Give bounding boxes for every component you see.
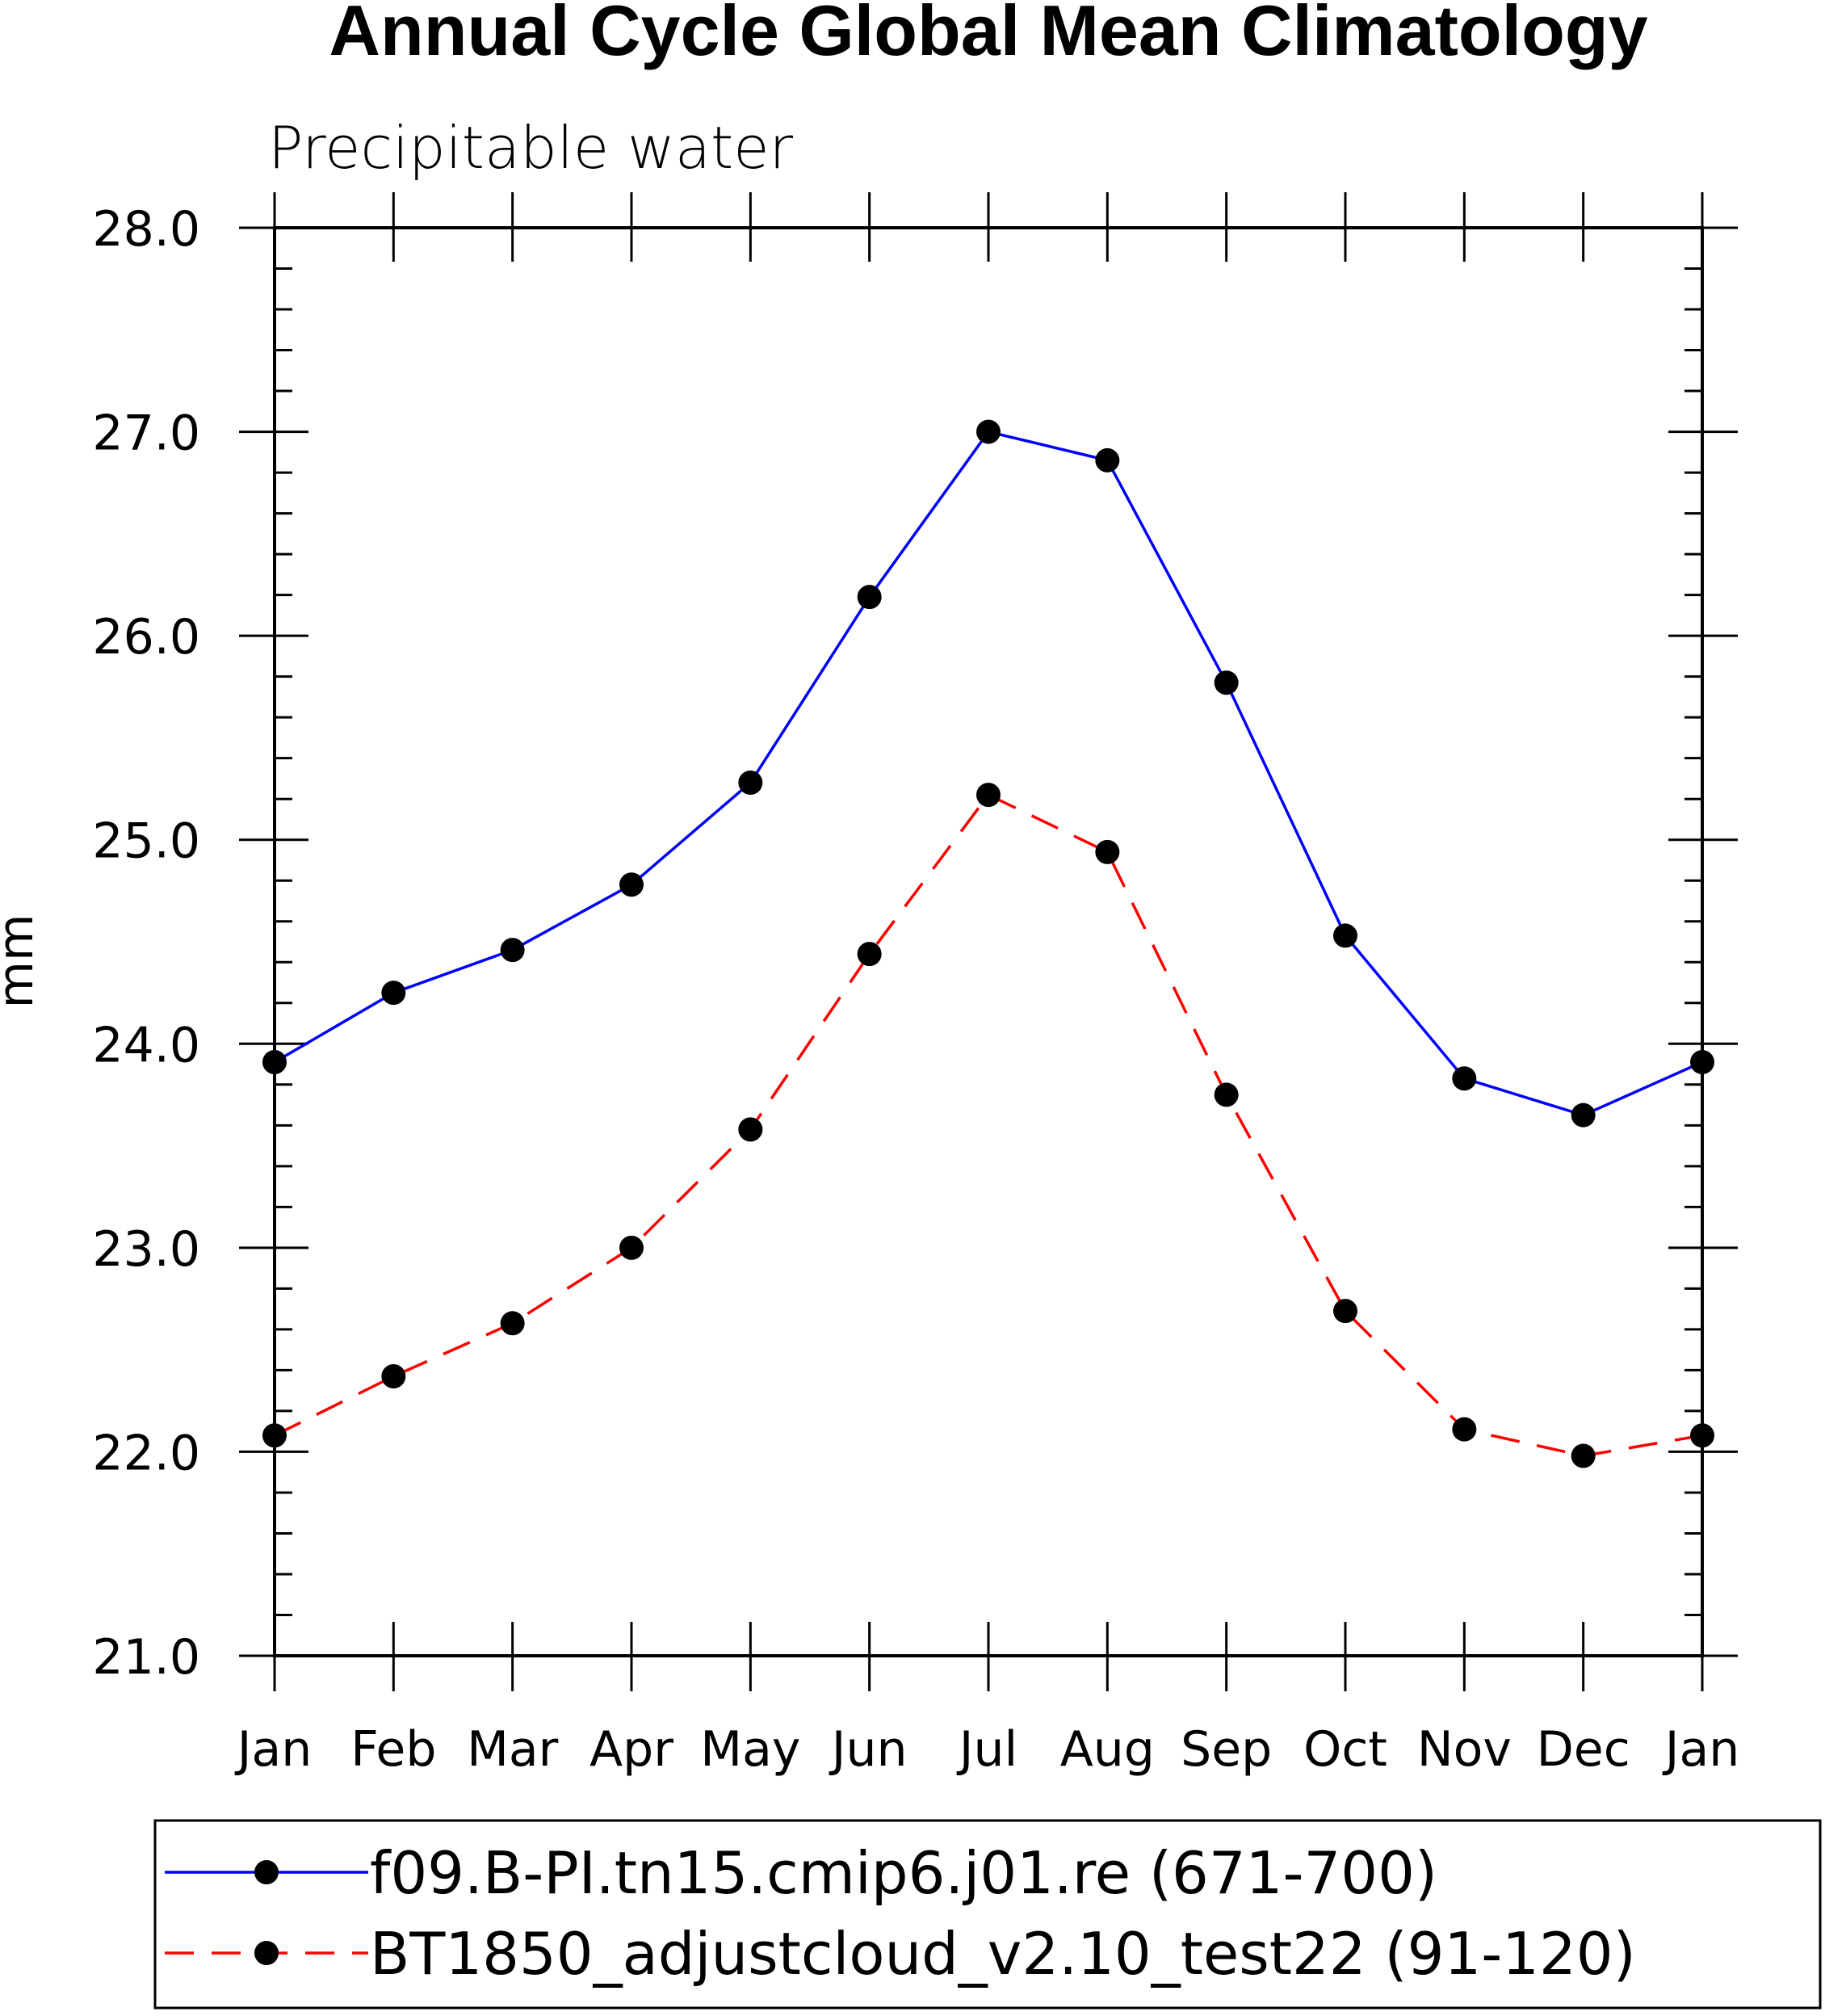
data-point [857, 942, 882, 967]
plot-frame [273, 226, 1704, 1657]
data-point [1333, 1299, 1357, 1324]
x-tick-label: Jun [829, 1721, 908, 1778]
series-line [274, 430, 1703, 1117]
data-point [1095, 447, 1120, 472]
legend: f09.B-PI.tn15.cmip6.j01.re (671-700) BT18… [165, 1839, 1636, 1988]
data-point [1452, 1417, 1477, 1442]
legend-label: f09.B-PI.tn15.cmip6.j01.re (671-700) [370, 1839, 1437, 1907]
x-tick-labels: Jan Feb Mar Apr May Jun Jul Aug Sep Oct Nov Dec Jan [234, 1721, 1740, 1778]
data-point [1452, 1066, 1477, 1091]
x-tick-label: Apr [589, 1721, 673, 1778]
legend-marker [254, 1941, 279, 1965]
data-point [976, 419, 1001, 444]
x-tick-label: Sep [1181, 1721, 1272, 1778]
x-tick-label: Feb [350, 1721, 436, 1778]
x-tick-label: Jan [234, 1721, 313, 1778]
data-point [1571, 1443, 1596, 1468]
chart-title: Annual Cycle Global Mean Climatology [329, 0, 1647, 70]
y-tick-label: 23.0 [92, 1221, 200, 1278]
series-line [274, 792, 1703, 1458]
data-point [738, 770, 763, 795]
legend-label: BT1850_adjustcloud_v2.10_test22 (91-120) [370, 1920, 1636, 1988]
x-tick-label: Aug [1060, 1721, 1155, 1778]
data-point [262, 1423, 287, 1448]
chart-subtitle: Precipitable water [268, 114, 794, 182]
x-tick-label: Jul [956, 1721, 1017, 1778]
data-point [381, 1363, 406, 1388]
data-point [1214, 1082, 1239, 1107]
x-tick-label: Nov [1417, 1721, 1512, 1778]
x-tick-label: Oct [1303, 1721, 1387, 1778]
y-tick-label: 25.0 [92, 813, 200, 870]
data-point [500, 1311, 525, 1336]
data-point [1690, 1050, 1714, 1075]
data-point [1690, 1423, 1714, 1448]
data-point [1571, 1102, 1596, 1128]
data-point [381, 981, 406, 1006]
data-point [1214, 670, 1239, 695]
data-point [500, 938, 525, 963]
data-point [738, 1117, 763, 1142]
legend-box [153, 1819, 1822, 2010]
y-axis-label: mm [0, 914, 44, 1009]
x-tick-label: May [700, 1721, 800, 1778]
y-tick-label: 24.0 [92, 1017, 200, 1073]
y-tick-labels: 21.0 22.0 23.0 24.0 25.0 26.0 27.0 28.0 [92, 201, 200, 1686]
data-point [1333, 923, 1357, 948]
data-point [976, 783, 1001, 808]
axis-ticks [239, 192, 1738, 1691]
x-tick-label: Jan [1662, 1721, 1740, 1778]
data-point [619, 1235, 644, 1260]
data-point [857, 585, 882, 610]
data-point [619, 872, 644, 897]
x-tick-label: Dec [1537, 1721, 1630, 1778]
legend-marker [254, 1860, 279, 1884]
data-point [1095, 839, 1120, 864]
x-tick-label: Mar [467, 1721, 559, 1778]
data-point [262, 1050, 287, 1075]
series-layer [262, 419, 1714, 1468]
y-tick-label: 21.0 [92, 1629, 200, 1686]
y-tick-label: 26.0 [92, 609, 200, 666]
y-tick-label: 22.0 [92, 1425, 200, 1481]
y-tick-label: 27.0 [92, 405, 200, 462]
y-tick-label: 28.0 [92, 201, 200, 258]
